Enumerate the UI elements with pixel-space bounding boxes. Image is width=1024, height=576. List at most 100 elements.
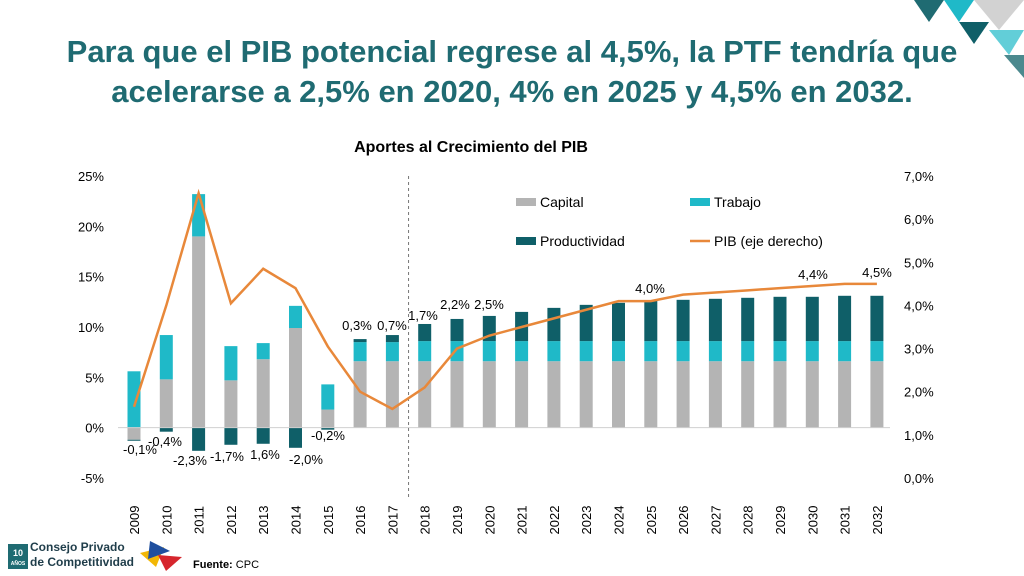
x-tick-label-2026: 2026 (676, 506, 691, 535)
x-tick-label-2015: 2015 (321, 506, 336, 535)
source-label: Fuente: (193, 559, 233, 571)
bar-productividad-2014 (289, 427, 302, 448)
bar-trabajo-2020 (482, 341, 496, 362)
bar-productividad-2030 (805, 296, 819, 342)
x-tick-label-2022: 2022 (547, 506, 562, 535)
deco-triangle-4 (959, 22, 989, 44)
x-tick-label-2021: 2021 (515, 506, 530, 535)
x-tick-label-2009: 2009 (127, 506, 142, 535)
bar-productividad-2029 (773, 296, 787, 342)
bar-capital-2028 (741, 361, 755, 428)
bar-trabajo-2029 (773, 341, 787, 362)
bar-capital-2012 (224, 380, 238, 428)
bar-trabajo-2016 (353, 342, 367, 362)
bar-trabajo-2011 (192, 194, 206, 237)
bar-capital-2013 (256, 359, 270, 428)
data-label-2030: 4,4% (798, 267, 828, 282)
bar-capital-2016 (353, 361, 367, 428)
bar-trabajo-2023 (579, 341, 593, 362)
x-tick-label-2025: 2025 (644, 506, 659, 535)
legend-swatch-trabajo (690, 198, 710, 206)
right-tick-label: 2,0% (904, 385, 934, 400)
legend-label-3: PIB (eje derecho) (714, 233, 823, 249)
left-tick-label: 10% (78, 320, 104, 335)
bar-capital-2017 (385, 361, 399, 428)
bar-productividad-2019 (450, 318, 464, 342)
logo-line-2: de Competitividad (30, 555, 135, 569)
x-tick-label-2032: 2032 (870, 506, 885, 535)
legend-label-0: Capital (540, 194, 584, 210)
bar-series (118, 176, 890, 498)
bar-capital-2010 (159, 379, 173, 428)
bar-capital-2029 (773, 361, 787, 428)
data-label-2025: 4,0% (635, 281, 665, 296)
left-tick-label: 20% (78, 219, 104, 234)
data-label-2016: 0,3% (342, 318, 372, 333)
deco-triangle-6 (1004, 55, 1024, 78)
left-tick-label: 5% (85, 370, 104, 385)
source-note: Fuente: CPC (193, 559, 259, 571)
bar-capital-2023 (579, 361, 593, 428)
chart-legend: Capital Trabajo Productividad PIB (eje dere… (516, 194, 823, 249)
data-label-2010: -0,4% (148, 434, 182, 449)
slide-headline: Para que el PIB potencial regrese al 4,5… (40, 32, 984, 112)
data-label-2011: -2,3% (173, 453, 207, 468)
left-tick-label: 0% (85, 421, 104, 436)
data-label-2017: 0,7% (377, 318, 407, 333)
x-tick-label-2013: 2013 (256, 506, 271, 535)
bar-productividad-2023 (579, 304, 593, 342)
bar-trabajo-2018 (418, 341, 432, 362)
bar-productividad-2025 (644, 300, 658, 342)
bar-productividad-2013 (256, 427, 270, 444)
bar-productividad-2018 (418, 323, 432, 342)
source-value: CPC (235, 559, 260, 571)
x-tick-label-2031: 2031 (838, 506, 853, 535)
bar-trabajo-2021 (515, 341, 529, 362)
bar-capital-2015 (321, 409, 335, 428)
bar-trabajo-2010 (159, 335, 173, 380)
bar-productividad-2011 (192, 427, 206, 451)
right-tick-label: 0,0% (904, 471, 934, 486)
pib-line (132, 188, 877, 411)
bar-trabajo-2025 (644, 341, 658, 362)
bar-trabajo-2030 (805, 341, 819, 362)
bar-trabajo-2009 (127, 371, 141, 428)
chart-title: Aportes al Crecimiento del PIB (354, 139, 588, 156)
bar-trabajo-2013 (256, 343, 270, 360)
left-tick-label: 15% (78, 270, 104, 285)
badge-number: 10 (12, 548, 23, 558)
bar-productividad-2017 (385, 335, 399, 343)
x-tick-label-2010: 2010 (159, 506, 174, 535)
bar-trabajo-2026 (676, 341, 690, 362)
deco-triangle-5 (989, 30, 1024, 55)
bar-capital-2025 (644, 361, 658, 428)
data-label-2013: 1,6% (250, 447, 280, 462)
x-tick-label-2029: 2029 (773, 506, 788, 535)
bar-capital-2022 (547, 361, 561, 428)
x-axis-labels: 2009 2010 2011 2012 2013 2014 2015 2016 2017 2018… (127, 506, 885, 535)
cpc-logo: 10 AÑOS Consejo Privado de Competitivida… (8, 537, 188, 573)
x-tick-label-2023: 2023 (579, 506, 594, 535)
bar-productividad-2031 (838, 295, 852, 342)
bar-productividad-2027 (708, 298, 722, 342)
left-axis: -5% 0% 5% 10% 15% 20% 25% (78, 169, 104, 486)
right-tick-label: 3,0% (904, 342, 934, 357)
bar-productividad-2032 (870, 295, 884, 342)
bar-productividad-2009 (127, 439, 141, 441)
x-tick-label-2030: 2030 (805, 506, 820, 535)
bar-capital-2009 (127, 427, 141, 440)
logo-line-1: Consejo Privado (30, 540, 125, 554)
right-tick-label: 6,0% (904, 212, 934, 227)
bar-productividad-2024 (612, 302, 625, 342)
headline-line-1: Para que el PIB potencial regrese al 4,5… (66, 34, 958, 69)
x-tick-label-2018: 2018 (418, 506, 433, 535)
x-tick-label-2027: 2027 (708, 506, 723, 535)
bar-trabajo-2022 (547, 341, 561, 362)
bar-productividad-2012 (224, 427, 238, 445)
bar-trabajo-2017 (385, 342, 399, 362)
deco-triangle-1 (914, 0, 944, 22)
legend-swatch-productividad (516, 237, 536, 245)
data-label-2014: -2,0% (289, 452, 323, 467)
bar-productividad-2022 (547, 307, 561, 342)
